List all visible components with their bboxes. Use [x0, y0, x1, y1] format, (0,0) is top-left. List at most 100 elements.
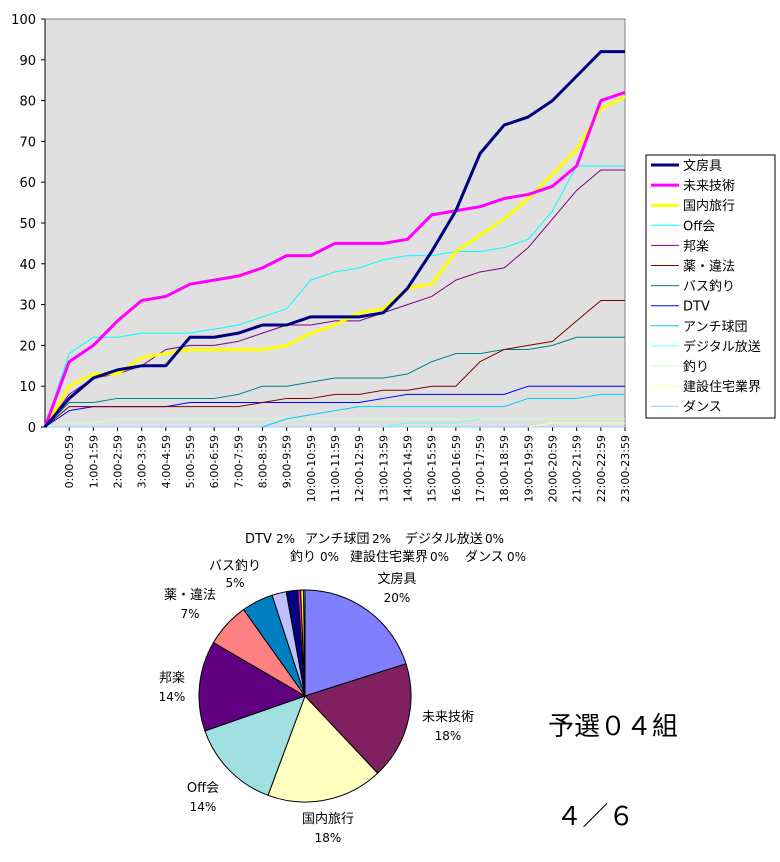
legend-label: 国内旅行	[683, 198, 735, 214]
legend-label: DTV	[683, 300, 710, 315]
pie-label-percent: 5%	[225, 576, 244, 590]
y-tick-label: 40	[19, 258, 36, 273]
series-line-1	[43, 91, 626, 428]
pie-label-percent: 2%	[276, 532, 295, 546]
pie-label-name: DTV	[245, 532, 272, 547]
series-line-3	[44, 165, 625, 428]
pie-label-percent: 0%	[430, 550, 449, 564]
pie-label-percent: 14%	[190, 800, 217, 814]
pie-label-percent: 18%	[435, 729, 462, 743]
legend-label: 邦楽	[683, 238, 709, 254]
x-tick-label: 10:00-10:59	[305, 435, 318, 502]
x-tick-label: 14:00-14:59	[402, 435, 415, 502]
pie-label-percent: 20%	[384, 591, 411, 605]
pie-label-percent: 0%	[507, 550, 526, 564]
pie-label-name: 薬・違法	[164, 588, 216, 603]
x-tick-label: 20:00-20:59	[547, 435, 560, 502]
x-tick-label: 2:00-2:59	[112, 435, 125, 488]
pie-labels: 文房具 20% 未来技術 18% 国内旅行 18% Off会 14% 邦楽 14% 薬・違法 7% バス…	[159, 531, 526, 845]
legend-label: アンチ球団	[683, 320, 747, 335]
legend-label: ダンス	[683, 400, 722, 415]
legend-label: 釣り	[683, 359, 709, 375]
y-tick-label: 100	[11, 13, 36, 28]
legend-label: 薬・違法	[683, 260, 735, 275]
series-line-2	[43, 95, 626, 428]
x-tick-label: 15:00-15:59	[426, 435, 439, 502]
pie-label-name: 国内旅行	[302, 811, 354, 827]
legend-box	[645, 154, 776, 419]
pie-label-percent: 7%	[180, 607, 199, 621]
y-tick-label: 30	[19, 299, 36, 314]
pie-label-name: 邦楽	[159, 670, 185, 686]
x-tick-label: 0:00-0:59	[63, 435, 76, 488]
pie-label-percent: 0%	[320, 550, 339, 564]
legend-label: Off会	[683, 219, 715, 234]
series-line-9	[383, 418, 481, 428]
x-tick-label: 8:00-8:59	[257, 435, 270, 488]
pie-label-percent: 18%	[315, 831, 342, 845]
y-tick-label: 50	[19, 217, 36, 232]
x-tick-label: 13:00-13:59	[377, 435, 390, 502]
series-line-11	[528, 422, 625, 428]
pie-label-percent: 14%	[159, 690, 186, 704]
pie-label-percent: 2%	[372, 532, 391, 546]
x-tick-label: 16:00-16:59	[450, 435, 463, 502]
x-tick-label: 11:00-11:59	[329, 435, 342, 502]
pie-label-name: 未来技術	[422, 710, 474, 725]
y-tick-label: 10	[19, 380, 36, 395]
y-tick-label: 20	[19, 339, 36, 354]
pie-label-name: デジタル放送	[405, 531, 483, 547]
x-tick-label: 17:00-17:59	[474, 435, 487, 502]
series-line-8	[262, 393, 625, 428]
x-tick-label: 9:00-9:59	[281, 435, 294, 488]
pie-slice-0	[304, 589, 407, 697]
legend-label: バス釣り	[683, 279, 735, 295]
x-tick-label: 4:00-4:59	[160, 435, 173, 488]
x-tick-label: 3:00-3:59	[136, 435, 149, 488]
y-tick-label: 70	[19, 135, 36, 150]
legend-label: デジタル放送	[683, 339, 761, 355]
line-series	[43, 50, 626, 428]
group-title-line1: 予選０４組	[548, 712, 679, 742]
pie-label-name: アンチ球団	[305, 532, 369, 547]
group-title-line2: ４／６	[548, 802, 635, 832]
y-tick-label: 0	[28, 421, 36, 436]
pie-slice-11	[303, 589, 306, 697]
x-tick-label: 19:00-19:59	[522, 435, 535, 502]
y-tick-label: 80	[19, 95, 36, 110]
pie-slice-1	[304, 663, 412, 774]
x-tick-label: 21:00-21:59	[571, 435, 584, 502]
pie-label-name: 文房具	[377, 571, 416, 587]
x-axis: 0:00-0:59 1:00-1:59 2:00-2:59 3:00-3:59 4:00…	[45, 426, 632, 502]
legend-label: 建設住宅業界	[683, 379, 761, 395]
x-tick-label: 6:00-6:59	[208, 435, 221, 488]
pie-label-name: ダンス	[465, 550, 504, 565]
x-tick-label: 18:00-18:59	[498, 435, 511, 502]
pie-label-name: Off会	[187, 781, 219, 796]
group-title: 予選０４組 ４／６	[548, 652, 678, 862]
pie-slice-3	[204, 695, 306, 796]
y-axis: 0 10 20 30 40 50 60 70 80 90 100	[11, 13, 46, 436]
series-line-0	[43, 50, 625, 428]
pie-label-name: 建設住宅業界	[350, 549, 428, 565]
pie-label-percent: 0%	[485, 532, 504, 546]
series-line-6	[44, 336, 625, 428]
x-tick-label: 23:00-23:59	[619, 435, 632, 502]
x-tick-label: 1:00-1:59	[87, 435, 100, 488]
pie-label-name: 釣り	[290, 549, 316, 565]
legend-label: 未来技術	[683, 179, 735, 194]
x-tick-label: 22:00-22:59	[595, 435, 608, 502]
series-line-5	[44, 300, 625, 428]
y-tick-label: 90	[19, 54, 36, 69]
x-tick-label: 7:00-7:59	[232, 435, 245, 488]
series-line-10	[44, 418, 625, 428]
pie-slice-4	[198, 641, 307, 732]
x-tick-label: 5:00-5:59	[184, 435, 197, 488]
pie-label-name: バス釣り	[209, 558, 261, 574]
pie-chart	[198, 589, 412, 803]
x-tick-label: 12:00-12:59	[353, 435, 366, 502]
y-tick-label: 60	[19, 176, 36, 191]
legend-label: 文房具	[683, 158, 722, 174]
